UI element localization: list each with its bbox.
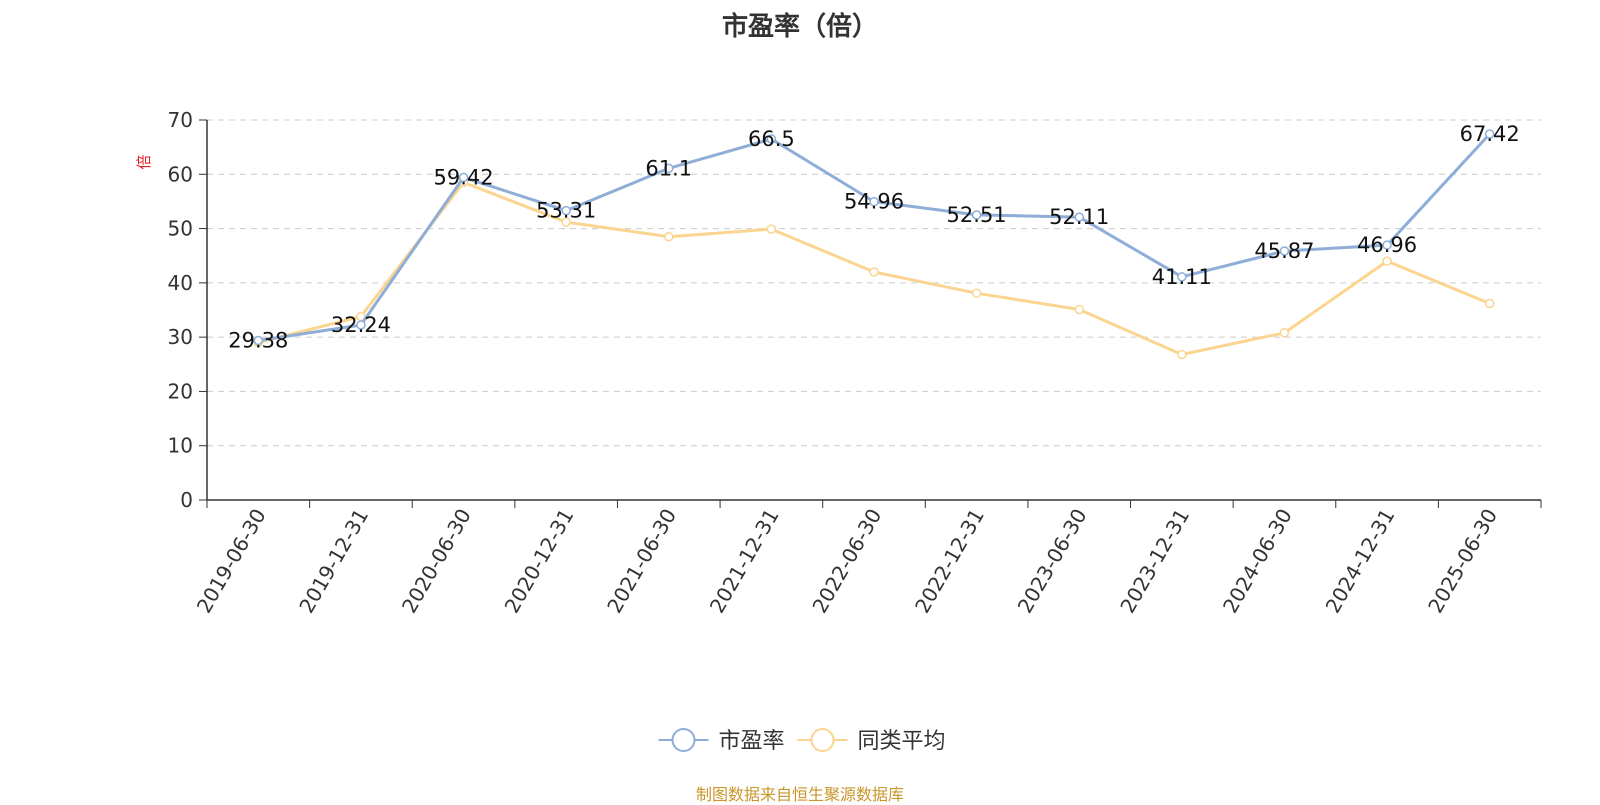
x-tick-label: 2019-12-31 bbox=[294, 505, 373, 618]
data-point bbox=[1074, 304, 1084, 315]
x-tick-label: 2023-06-30 bbox=[1013, 505, 1092, 618]
series-lines bbox=[253, 129, 1495, 360]
data-point bbox=[561, 205, 571, 216]
data-point bbox=[971, 288, 982, 298]
data-point bbox=[664, 163, 674, 174]
data-point bbox=[971, 210, 982, 220]
data-label: 52.11 bbox=[1049, 205, 1109, 229]
y-tick-label: 20 bbox=[168, 379, 193, 403]
data-point bbox=[1382, 256, 1392, 266]
axes: 0 10 20 30 40 50 60 70 倍 2019-06-30 2019-12-31 2020… bbox=[135, 108, 1542, 618]
data-label: 29.38 bbox=[228, 329, 288, 353]
x-tick-label: 2024-12-31 bbox=[1321, 505, 1400, 618]
y-tick-label: 50 bbox=[168, 217, 193, 241]
data-label: 52.51 bbox=[947, 203, 1007, 227]
x-tick-label: 2022-06-30 bbox=[807, 505, 886, 618]
legend-circle-icon bbox=[810, 728, 835, 752]
data-label: 46.96 bbox=[1357, 233, 1417, 257]
data-point bbox=[253, 335, 264, 346]
data-label: 45.87 bbox=[1254, 239, 1314, 263]
y-tick-label: 40 bbox=[168, 271, 193, 295]
data-point bbox=[766, 224, 777, 234]
y-tick-label: 30 bbox=[168, 325, 193, 349]
data-point bbox=[766, 134, 777, 144]
legend-label: 市盈率 bbox=[719, 729, 785, 754]
data-point bbox=[1177, 272, 1187, 282]
data-point bbox=[664, 231, 674, 242]
data-point bbox=[869, 267, 879, 277]
legend-label: 同类平均 bbox=[858, 729, 946, 754]
x-tick-label: 2023-12-31 bbox=[1115, 505, 1194, 618]
data-point bbox=[1279, 246, 1290, 256]
x-tick-label: 2022-12-31 bbox=[910, 505, 989, 618]
data-point bbox=[561, 217, 571, 227]
y-tick-label: 70 bbox=[168, 108, 193, 132]
data-label: 67.42 bbox=[1460, 122, 1520, 146]
data-point bbox=[1279, 328, 1290, 338]
x-tick-label: 2020-12-31 bbox=[500, 505, 579, 618]
legend-circle-icon bbox=[671, 728, 696, 752]
data-label: 59.42 bbox=[433, 165, 493, 189]
data-point bbox=[1074, 212, 1084, 222]
data-point bbox=[869, 196, 879, 207]
data-label: 66.5 bbox=[748, 127, 795, 151]
data-label: 54.96 bbox=[844, 190, 904, 214]
data-point bbox=[1484, 298, 1495, 309]
data-point bbox=[458, 172, 469, 183]
y-tick-label: 60 bbox=[168, 162, 193, 186]
x-tick-label: 2021-12-31 bbox=[705, 505, 784, 618]
data-labels: 29.38 32.24 59.42 53.31 61.1 66.5 54.96 52.51 52… bbox=[228, 122, 1520, 353]
data-label: 32.24 bbox=[331, 313, 391, 337]
data-label: 41.11 bbox=[1152, 265, 1212, 289]
grid-lines bbox=[207, 119, 1541, 447]
x-tick-label: 2021-06-30 bbox=[602, 505, 681, 618]
legend: 市盈率 同类平均 bbox=[658, 728, 946, 754]
x-tick-label: 2020-06-30 bbox=[397, 505, 476, 618]
x-tick-label: 2019-06-30 bbox=[192, 505, 271, 618]
y-tick-label: 10 bbox=[168, 434, 193, 458]
y-axis-label: 倍 bbox=[135, 154, 153, 169]
data-point bbox=[1382, 240, 1392, 250]
legend-item[interactable]: 市盈率 bbox=[658, 728, 785, 754]
data-label: 61.1 bbox=[645, 156, 692, 180]
source-note: 制图数据来自恒生聚源数据库 bbox=[695, 785, 904, 804]
x-tick-label: 2025-06-30 bbox=[1423, 505, 1502, 618]
data-point bbox=[1177, 349, 1187, 360]
data-point bbox=[1484, 129, 1495, 139]
chart-title: 市盈率（倍） bbox=[721, 12, 878, 42]
y-tick-label: 0 bbox=[180, 488, 193, 512]
x-tick-label: 2024-06-30 bbox=[1218, 505, 1297, 618]
data-label: 53.31 bbox=[536, 199, 596, 223]
legend-item[interactable]: 同类平均 bbox=[797, 728, 946, 754]
data-point bbox=[356, 320, 366, 330]
